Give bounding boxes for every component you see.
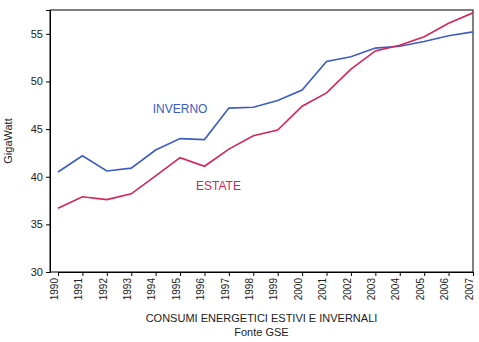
y-tick-mark — [46, 34, 50, 35]
y-axis-title: GigaWatt — [2, 118, 14, 163]
y-tick: 30 — [31, 266, 50, 278]
series-line — [58, 13, 473, 208]
x-tick-label: 2004 — [390, 278, 401, 301]
y-tick-label: 40 — [31, 171, 43, 183]
y-tick-mark — [46, 177, 50, 178]
x-tick-label: 1993 — [122, 278, 133, 301]
x-tick-mark — [82, 272, 83, 276]
x-tick-mark — [473, 272, 474, 276]
y-tick: 45 — [31, 123, 50, 135]
x-tick-label: 2005 — [415, 278, 426, 301]
x-tick: 2001 — [317, 272, 328, 300]
x-tick-mark — [107, 272, 108, 276]
x-tick: 2002 — [342, 272, 353, 300]
x-tick-label: 1999 — [268, 278, 279, 301]
x-tick: 2003 — [366, 272, 377, 300]
x-tick-label: 2003 — [366, 278, 377, 301]
y-tick: 50 — [31, 75, 50, 87]
y-tick-label: 50 — [31, 75, 43, 87]
x-tick: 1996 — [195, 272, 206, 300]
x-tick-mark — [302, 272, 303, 276]
chart-title: CONSUMI ENERGETICI ESTIVI E INVERNALI — [146, 312, 378, 324]
x-tick: 1994 — [146, 272, 157, 300]
lines — [58, 13, 473, 208]
x-tick-mark — [400, 272, 401, 276]
y-axis: 30 35 40 45 50 55 — [31, 11, 51, 279]
y-tick: 40 — [31, 171, 50, 183]
y-tick: 35 — [31, 218, 50, 230]
x-tick-label: 2000 — [293, 278, 304, 301]
x-tick-label: 1990 — [49, 278, 60, 301]
x-tick-label: 1995 — [171, 278, 182, 301]
x-tick-mark — [449, 272, 450, 276]
plot-frame — [50, 10, 473, 272]
x-tick-label: 1996 — [195, 278, 206, 301]
chart: 30 35 40 45 50 55 1990 1991 1992 1993 1994 1995 1996… — [0, 0, 479, 342]
x-tick: 2007 — [464, 272, 475, 300]
x-tick-mark — [180, 272, 181, 276]
x-tick-label: 1997 — [220, 278, 231, 301]
x-tick-label: 2006 — [439, 278, 450, 301]
series-label: INVERNO — [153, 102, 208, 116]
x-tick: 1992 — [98, 272, 109, 300]
y-tick-label: 35 — [31, 218, 43, 230]
x-tick-mark — [327, 272, 328, 276]
y-tick: 55 — [31, 28, 50, 40]
chart-subtitle: Fonte GSE — [234, 326, 288, 338]
y-axis-line — [46, 11, 51, 273]
x-tick-label: 1992 — [98, 278, 109, 301]
y-tick-mark — [46, 129, 50, 130]
x-tick-mark — [204, 272, 205, 276]
x-tick: 2000 — [293, 272, 304, 300]
series-label: ESTATE — [196, 179, 241, 193]
x-tick-label: 1991 — [73, 278, 84, 301]
x-tick: 1990 — [49, 272, 60, 300]
y-tick-label: 30 — [31, 266, 43, 278]
x-tick-label: 1998 — [244, 278, 255, 301]
x-tick-mark — [156, 272, 157, 276]
x-tick-mark — [131, 272, 132, 276]
x-tick-mark — [229, 272, 230, 276]
x-tick-label: 2001 — [317, 278, 328, 301]
y-tick-mark — [46, 224, 50, 225]
x-tick-label: 2002 — [342, 278, 353, 301]
series-line — [58, 32, 473, 172]
x-tick: 2006 — [439, 272, 450, 300]
x-tick-label: 1994 — [146, 278, 157, 301]
x-tick: 1998 — [244, 272, 255, 300]
x-tick-mark — [424, 272, 425, 276]
x-tick: 2005 — [415, 272, 426, 300]
x-tick: 1997 — [220, 272, 231, 300]
x-tick-mark — [278, 272, 279, 276]
x-axis-line — [59, 273, 474, 277]
x-tick-mark — [253, 272, 254, 276]
x-tick: 1993 — [122, 272, 133, 300]
x-tick: 1995 — [171, 272, 182, 300]
x-tick-mark — [375, 272, 376, 276]
x-tick-label: 2007 — [464, 278, 475, 301]
x-tick-mark — [58, 272, 59, 276]
x-tick: 1991 — [73, 272, 84, 300]
x-axis: 1990 1991 1992 1993 1994 1995 1996 1997 1998 1999… — [49, 272, 475, 300]
y-tick-mark — [46, 81, 50, 82]
x-tick: 1999 — [268, 272, 279, 300]
y-tick-mark — [46, 272, 50, 273]
x-tick: 2004 — [390, 272, 401, 300]
y-tick-label: 55 — [31, 28, 43, 40]
x-tick-mark — [351, 272, 352, 276]
y-tick-label: 45 — [31, 123, 43, 135]
